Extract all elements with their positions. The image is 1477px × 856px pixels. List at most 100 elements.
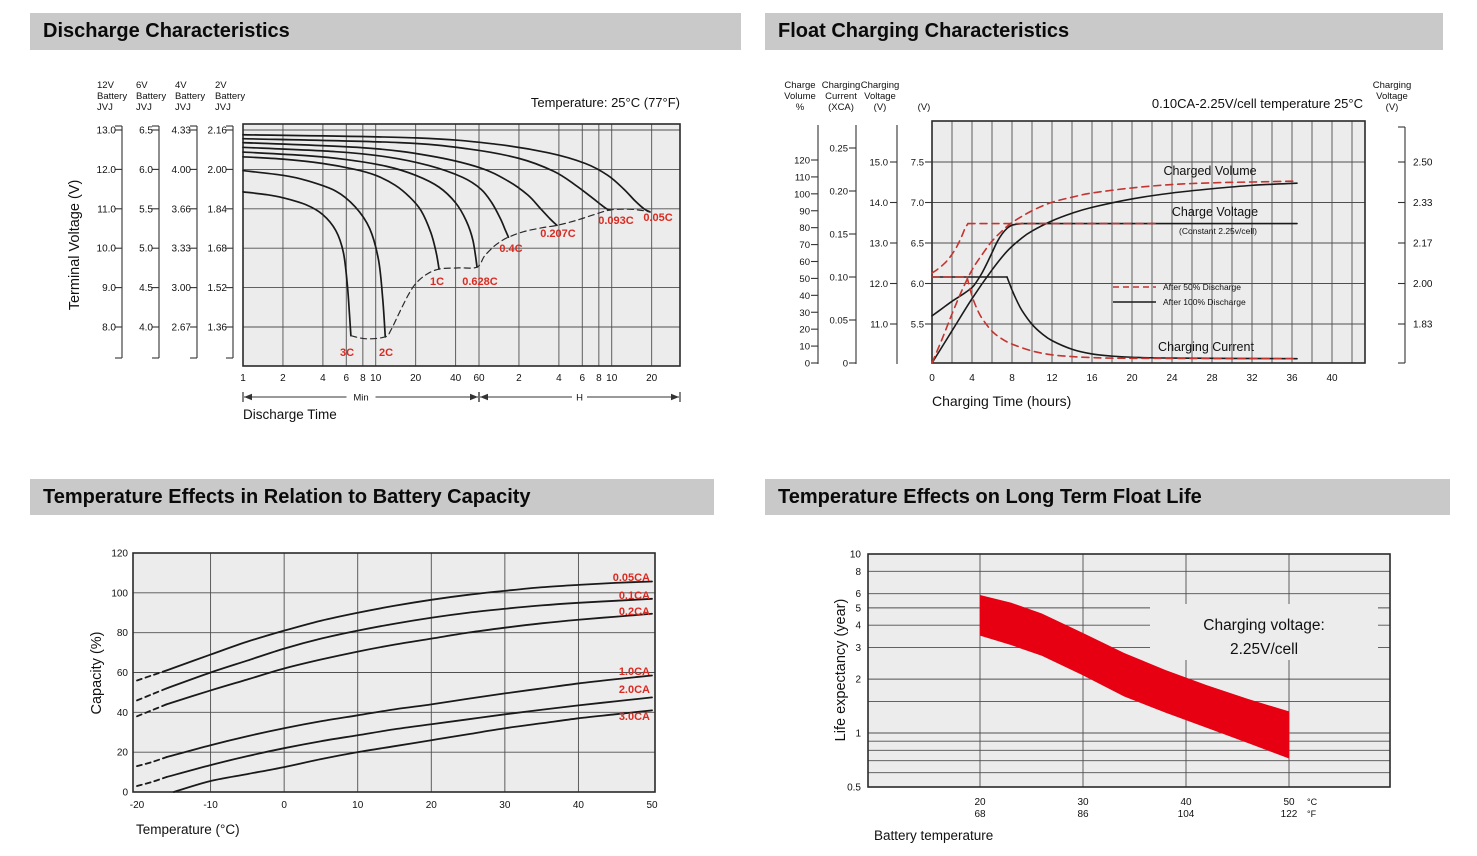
- y-tick-label: 2: [855, 675, 861, 686]
- x-tick-label: 10: [370, 373, 382, 384]
- axis-tick-label: 15.0: [870, 158, 889, 169]
- annotation-text: 1C: [430, 276, 444, 288]
- axis-tick-label: 7.5: [911, 158, 924, 169]
- axis-tick-label: 9.0: [102, 283, 116, 294]
- series-charged-volume-100: [931, 182, 1298, 364]
- discharge-characteristics-chart: 13.0 12.0 11.0 10.0 9.0 8.0 6.5 6.0 5.5 5.0 4.5 4.0…: [67, 80, 681, 422]
- x-tick-label: 40: [1180, 797, 1192, 808]
- y-tick-label: 5: [855, 603, 861, 614]
- axis-tick-label: 100: [794, 189, 810, 200]
- axis-bracket: [925, 161, 932, 325]
- plot-area: [932, 121, 1365, 363]
- axis-header: Battery: [97, 91, 127, 102]
- axis-tick-label: 3.00: [172, 283, 192, 294]
- axis-tick-label: 13.0: [870, 239, 889, 250]
- series-charge-voltage-100-rise: [931, 222, 1023, 317]
- y-tick-label: 4: [855, 621, 861, 632]
- annotation-text: Life expectancy (year): [833, 599, 849, 742]
- axis-bracket: [849, 125, 857, 364]
- annotation-text: 0.1CA: [619, 590, 650, 602]
- axis-header: 4V: [175, 80, 187, 91]
- axis-bracket: [1398, 126, 1406, 364]
- annotation-text: Terminal Voltage (V): [67, 180, 83, 311]
- x-tick-label: 0: [281, 800, 287, 811]
- annotation-text: Charging Current: [1158, 340, 1254, 354]
- x-tick-label: 30: [1077, 797, 1089, 808]
- annotation-text: Charged Volume: [1163, 164, 1256, 178]
- axis-tick-label: 0: [805, 359, 810, 370]
- axis-header: Battery: [136, 91, 166, 102]
- series-1.0CA-cold: [136, 756, 168, 768]
- x-tick-label: 1: [240, 373, 246, 384]
- axis-tick-label: 80: [799, 223, 810, 234]
- annotation-backdrop: [1150, 604, 1378, 660]
- axis-tick-label: 1.36: [208, 323, 228, 334]
- axis-tick-label: 4.0: [139, 323, 153, 334]
- axis-header: Volume: [784, 91, 816, 102]
- annotation-text: 0.4C: [499, 243, 522, 255]
- series-0.4C: [242, 146, 510, 239]
- axis-header: Charging: [822, 80, 861, 91]
- axis-tick-label: 6.0: [911, 279, 924, 290]
- axis-header: JVJ: [136, 102, 152, 113]
- axis-header: (V): [874, 102, 887, 113]
- axis-tick-label: 13.0: [97, 126, 117, 137]
- series-3C: [242, 191, 352, 337]
- y-tick-label: 3: [855, 643, 861, 654]
- plot-border: [242, 123, 681, 367]
- annotation-text: Charging Time (hours): [932, 393, 1071, 409]
- axis-header: Voltage: [1376, 91, 1408, 102]
- axis-tick-label: 4.5: [139, 283, 153, 294]
- x-tick-label: -20: [130, 800, 145, 811]
- axis-bracket: [226, 125, 234, 359]
- series-2.0CA-cold: [136, 776, 168, 787]
- annotation-text: Charging voltage:: [1203, 617, 1325, 634]
- axis-range-Min: Min: [242, 391, 480, 404]
- series-0.093C: [242, 137, 611, 211]
- y-tick-label: 80: [117, 628, 129, 639]
- series-3.0CA: [172, 709, 653, 793]
- axis-tick-label: 0.05: [830, 316, 849, 327]
- axis-tick-label: 1.84: [208, 204, 228, 215]
- series-0.05CA-cold: [136, 669, 168, 682]
- plot-border: [867, 553, 1391, 788]
- axis-tick-label: 2.00: [208, 165, 228, 176]
- axis-tick-label: 1.68: [208, 244, 228, 255]
- x-tick-label: 68: [974, 809, 986, 820]
- x-tick-label: 12: [1046, 373, 1058, 384]
- axis-tick-label: 5.5: [139, 204, 153, 215]
- annotation-text: 0.05C: [643, 212, 672, 224]
- temperature-capacity-chart: -20 -10 0 10 20 30 40 50 0 20 40 60 80 100 120 Temperat…: [89, 549, 658, 838]
- annotation-text: Charge Voltage: [1172, 205, 1258, 219]
- y-tick-label: 100: [111, 588, 128, 599]
- axis-tick-label: 120: [794, 156, 810, 167]
- x-tick-label: 2: [280, 373, 286, 384]
- axis-tick-label: 5.5: [911, 320, 924, 331]
- annotation-text: Temperature (°C): [136, 822, 240, 837]
- x-tick-label: 28: [1206, 373, 1218, 384]
- series-0.1CA: [165, 597, 653, 690]
- axis-bracket: [811, 125, 819, 364]
- temperature-capacity-panel: Temperature Effects in Relation to Batte…: [30, 479, 741, 849]
- annotation-text: Battery temperature: [874, 828, 993, 843]
- axis-tick-label: 5.0: [139, 244, 153, 255]
- y-tick-label: 0: [122, 788, 128, 799]
- axis-tick-label: 4.00: [172, 165, 192, 176]
- annotation-text: °F: [1307, 809, 1317, 819]
- series-0.05C: [242, 133, 651, 213]
- axis-tick-label: 2.16: [208, 126, 228, 137]
- axis-tick-label: 3.33: [172, 244, 192, 255]
- series-2.0CA: [165, 696, 653, 778]
- series-end-of-discharge: [350, 208, 651, 340]
- series-charging-current-100-decay: [1006, 276, 1298, 360]
- discharge-characteristics-panel: Discharge Characteristics 13.0 12.0 11.0 10…: [30, 13, 741, 445]
- axis-header: Battery: [215, 91, 245, 102]
- axis-bracket: [152, 125, 160, 359]
- x-tick-label: 50: [646, 800, 658, 811]
- series-0.207C: [242, 141, 558, 227]
- axis-tick-label: 60: [799, 257, 810, 268]
- panel-title-float-charging: Float Charging Characteristics: [765, 13, 1443, 50]
- annotation-text: °C: [1307, 797, 1318, 807]
- annotation-text: 0.2CA: [619, 606, 650, 618]
